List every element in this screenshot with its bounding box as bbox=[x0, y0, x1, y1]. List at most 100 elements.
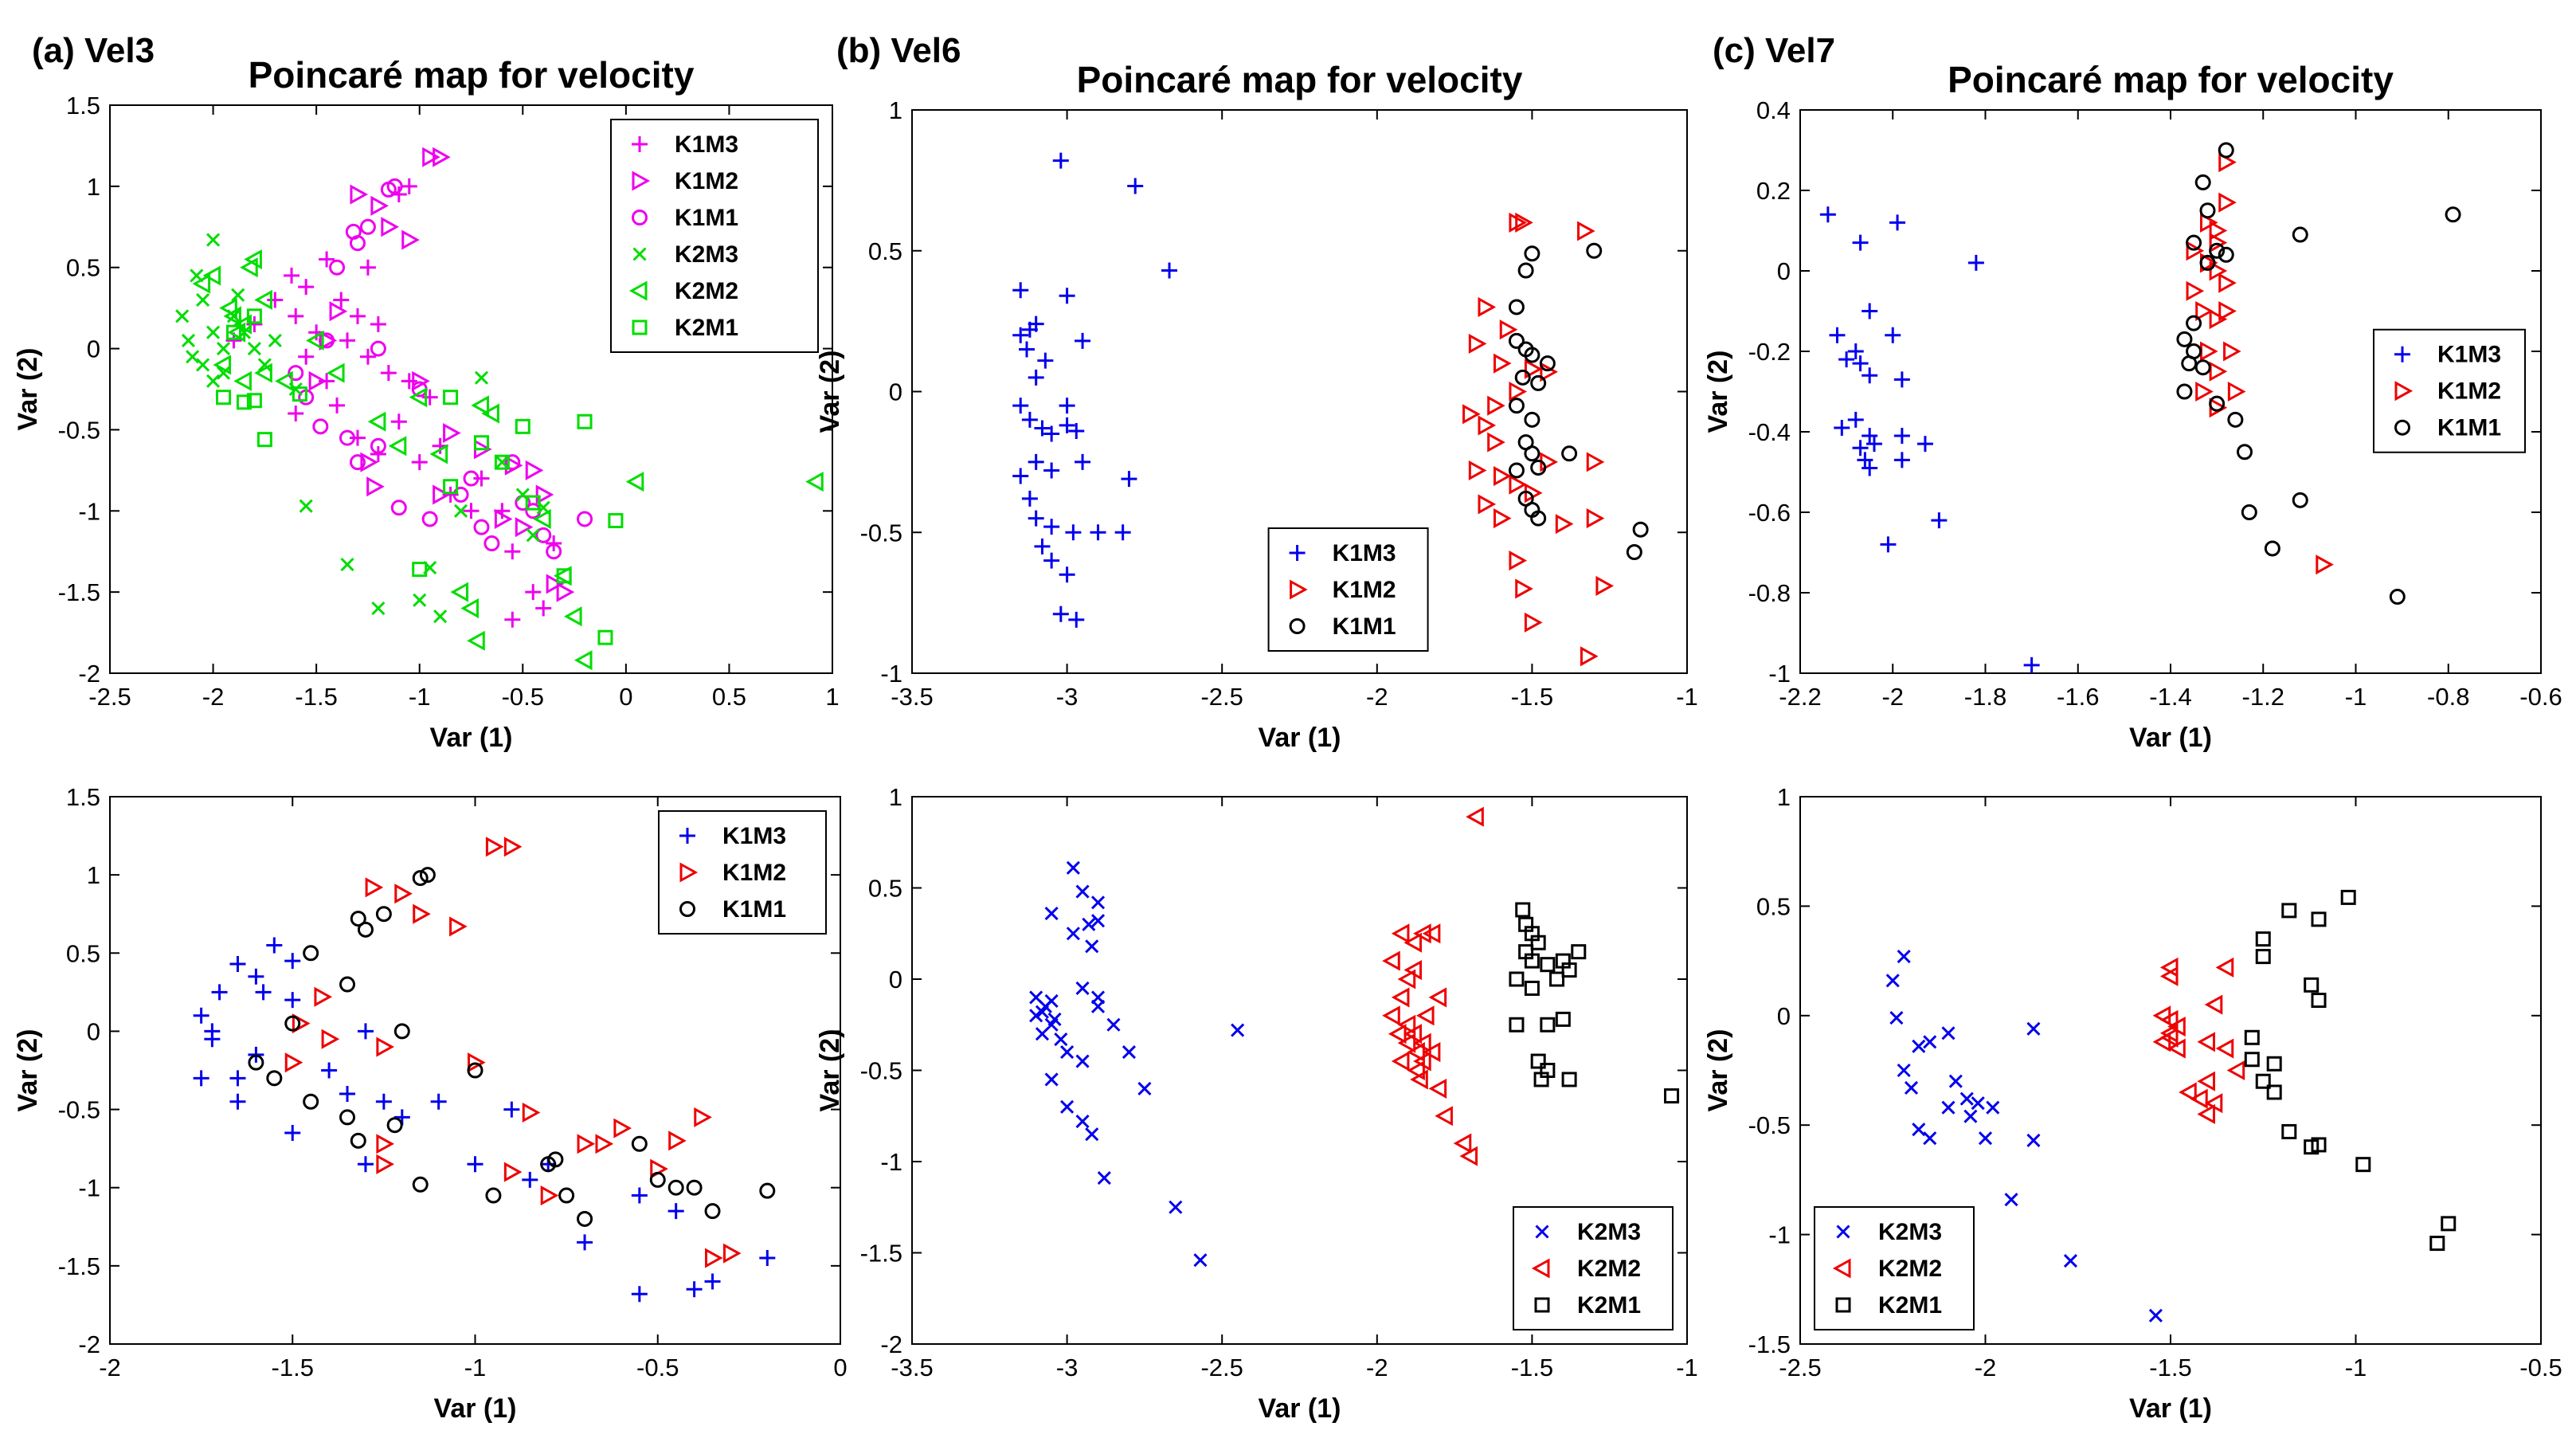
data-point bbox=[412, 370, 430, 391]
y-axis-label: Var (2) bbox=[1703, 351, 1733, 433]
legend-label: K2M1 bbox=[1878, 1292, 1942, 1319]
data-point bbox=[1054, 1033, 1068, 1047]
data-point bbox=[246, 308, 262, 324]
data-point bbox=[412, 1176, 429, 1193]
data-point bbox=[1852, 355, 1869, 372]
x-tick-label: -1 bbox=[2345, 1354, 2367, 1381]
data-point bbox=[2281, 1123, 2297, 1139]
data-point bbox=[1044, 906, 1059, 921]
y-tick-label: 0.5 bbox=[868, 237, 902, 265]
series-K2M3 bbox=[1885, 950, 2163, 1323]
data-point bbox=[467, 1062, 483, 1079]
data-point bbox=[1059, 288, 1075, 304]
y-tick-label: -2 bbox=[880, 1330, 902, 1358]
data-point bbox=[759, 1250, 776, 1267]
x-axis-label: Var (1) bbox=[2129, 723, 2212, 753]
data-point bbox=[376, 1134, 394, 1154]
data-point bbox=[1912, 1123, 1926, 1137]
data-point bbox=[2264, 540, 2280, 557]
data-point bbox=[1043, 519, 1060, 535]
data-point bbox=[1514, 369, 1531, 386]
data-point bbox=[1121, 471, 1137, 488]
data-point bbox=[1555, 1011, 1571, 1027]
data-point bbox=[453, 504, 468, 518]
data-point bbox=[2244, 1052, 2260, 1068]
data-point bbox=[546, 535, 562, 552]
data-point bbox=[1561, 962, 1577, 978]
x-tick-label: -2.5 bbox=[1200, 683, 1243, 711]
y-tick-label: -1.5 bbox=[58, 578, 100, 606]
data-point bbox=[2063, 1254, 2078, 1268]
data-point bbox=[473, 519, 490, 535]
x-tick-label: -2 bbox=[1881, 683, 1904, 711]
data-point bbox=[1122, 1045, 1137, 1060]
data-point bbox=[1043, 425, 1060, 442]
data-point bbox=[1509, 381, 1528, 402]
data-point bbox=[390, 413, 407, 430]
y-tick-label: -1 bbox=[880, 660, 902, 688]
data-point bbox=[360, 452, 379, 472]
data-point bbox=[1028, 510, 1044, 527]
data-point bbox=[1085, 1127, 1099, 1142]
data-point bbox=[421, 389, 438, 406]
data-point bbox=[350, 911, 366, 927]
data-point bbox=[1034, 420, 1051, 437]
data-point bbox=[288, 308, 304, 324]
data-point bbox=[460, 598, 479, 619]
legend-marker bbox=[1290, 579, 1308, 600]
x-tick-label: -1 bbox=[1676, 1354, 1698, 1381]
data-point bbox=[2292, 226, 2308, 243]
data-point bbox=[556, 568, 572, 584]
data-point bbox=[370, 316, 386, 333]
series-K2M2 bbox=[1382, 806, 1484, 1166]
data-point bbox=[1410, 1069, 1428, 1090]
data-point bbox=[359, 259, 376, 276]
data-point bbox=[608, 513, 624, 529]
data-point bbox=[1862, 460, 1878, 476]
data-point bbox=[485, 1187, 502, 1204]
data-point bbox=[206, 325, 221, 339]
data-point bbox=[2186, 241, 2205, 261]
data-point bbox=[504, 543, 521, 560]
data-point bbox=[485, 837, 504, 857]
data-point bbox=[1413, 923, 1431, 944]
data-point bbox=[255, 984, 272, 1001]
data-point bbox=[452, 486, 469, 503]
x-tick-label: 0 bbox=[619, 683, 632, 711]
data-point bbox=[349, 429, 366, 446]
data-point bbox=[247, 342, 261, 356]
data-point bbox=[248, 968, 264, 985]
y-tick-label: 0 bbox=[889, 378, 902, 406]
data-point bbox=[1530, 510, 1547, 527]
x-tick-label: -1.5 bbox=[295, 683, 337, 711]
data-point bbox=[1391, 923, 1410, 944]
x-tick-label: -1.2 bbox=[2242, 683, 2284, 711]
y-tick-label: 1 bbox=[889, 96, 902, 124]
x-tick-label: -0.5 bbox=[2519, 1354, 2562, 1381]
data-point bbox=[248, 1054, 264, 1071]
data-point bbox=[1478, 494, 1497, 515]
data-point bbox=[1524, 980, 1540, 996]
data-point bbox=[2255, 931, 2271, 947]
data-point bbox=[284, 1015, 301, 1032]
x-tick-label: -2.5 bbox=[1779, 1354, 1821, 1381]
data-point bbox=[2227, 381, 2246, 402]
data-point bbox=[546, 543, 562, 560]
y-tick-label: 0 bbox=[87, 335, 100, 363]
data-point bbox=[2195, 300, 2214, 322]
data-point bbox=[1904, 1080, 1919, 1095]
legend-label: K2M3 bbox=[1878, 1219, 1942, 1245]
data-point bbox=[1561, 445, 1578, 462]
data-point bbox=[1453, 1133, 1472, 1154]
legend-label: K1M1 bbox=[1333, 613, 1396, 640]
data-point bbox=[1866, 436, 1882, 453]
data-point bbox=[1127, 178, 1144, 194]
x-axis-label: Var (1) bbox=[1259, 1393, 1341, 1424]
data-point bbox=[525, 495, 541, 511]
legend-label: K2M3 bbox=[675, 241, 738, 268]
legend-label: K1M3 bbox=[675, 131, 738, 158]
data-point bbox=[1916, 436, 1933, 453]
data-point bbox=[380, 365, 397, 382]
data-point bbox=[1382, 950, 1400, 971]
data-point bbox=[233, 370, 252, 391]
